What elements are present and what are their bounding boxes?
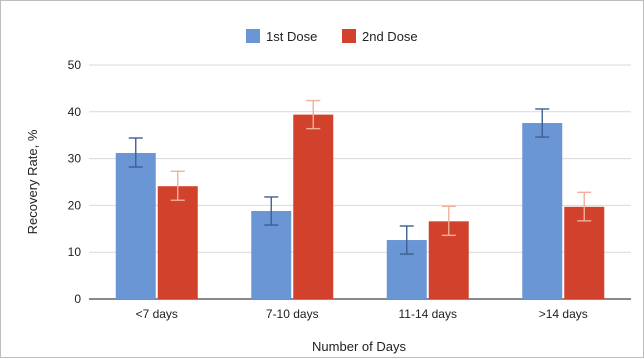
legend-swatch-2nd-dose bbox=[342, 29, 356, 43]
y-tick-label-20: 20 bbox=[68, 198, 82, 212]
error-bar-2nd-dose-14-days bbox=[577, 191, 592, 222]
y-axis-label: Recovery Rate, % bbox=[25, 129, 40, 234]
error-bar-2nd-dose-7-10-days bbox=[306, 99, 321, 130]
bars-layer bbox=[115, 114, 605, 299]
x-tick-label-11-14-days: 11-14 days bbox=[399, 307, 457, 321]
error-bars-layer bbox=[128, 99, 592, 255]
x-tick-label-14-days: >14 days bbox=[539, 307, 588, 321]
x-tick-labels: <7 days 7-10 days 11-14 days >14 days bbox=[136, 307, 588, 321]
y-tick-label-10: 10 bbox=[68, 245, 82, 259]
y-tick-label-30: 30 bbox=[68, 152, 82, 166]
x-tick-label-7-days: <7 days bbox=[136, 307, 178, 321]
y-tick-label-50: 50 bbox=[68, 58, 82, 72]
legend-label-2nd-dose: 2nd Dose bbox=[362, 29, 418, 44]
error-bar-2nd-dose-7-days bbox=[170, 170, 185, 201]
y-tick-label-40: 40 bbox=[68, 105, 82, 119]
bar-1st-dose-7-days bbox=[115, 152, 156, 299]
legend-swatch-1st-dose bbox=[246, 29, 260, 43]
error-bar-1st-dose-11-14-days bbox=[399, 225, 414, 255]
y-tick-label-0: 0 bbox=[74, 292, 81, 306]
error-bar-2nd-dose-11-14-days bbox=[441, 205, 456, 237]
bar-2nd-dose-7-days bbox=[157, 186, 198, 299]
x-tick-label-7-10-days: 7-10 days bbox=[266, 307, 319, 321]
x-axis-label: Number of Days bbox=[312, 339, 406, 354]
y-tick-labels: 0 10 20 30 40 50 bbox=[68, 58, 82, 306]
bar-2nd-dose-14-days bbox=[564, 206, 605, 299]
bar-2nd-dose-7-10-days bbox=[293, 114, 334, 299]
bar-1st-dose-14-days bbox=[522, 123, 563, 299]
legend: 1st Dose 2nd Dose bbox=[246, 29, 418, 44]
error-bar-1st-dose-14-days bbox=[535, 108, 550, 138]
error-bar-1st-dose-7-10-days bbox=[264, 196, 279, 226]
legend-label-1st-dose: 1st Dose bbox=[266, 29, 317, 44]
error-bar-1st-dose-7-days bbox=[128, 137, 143, 168]
